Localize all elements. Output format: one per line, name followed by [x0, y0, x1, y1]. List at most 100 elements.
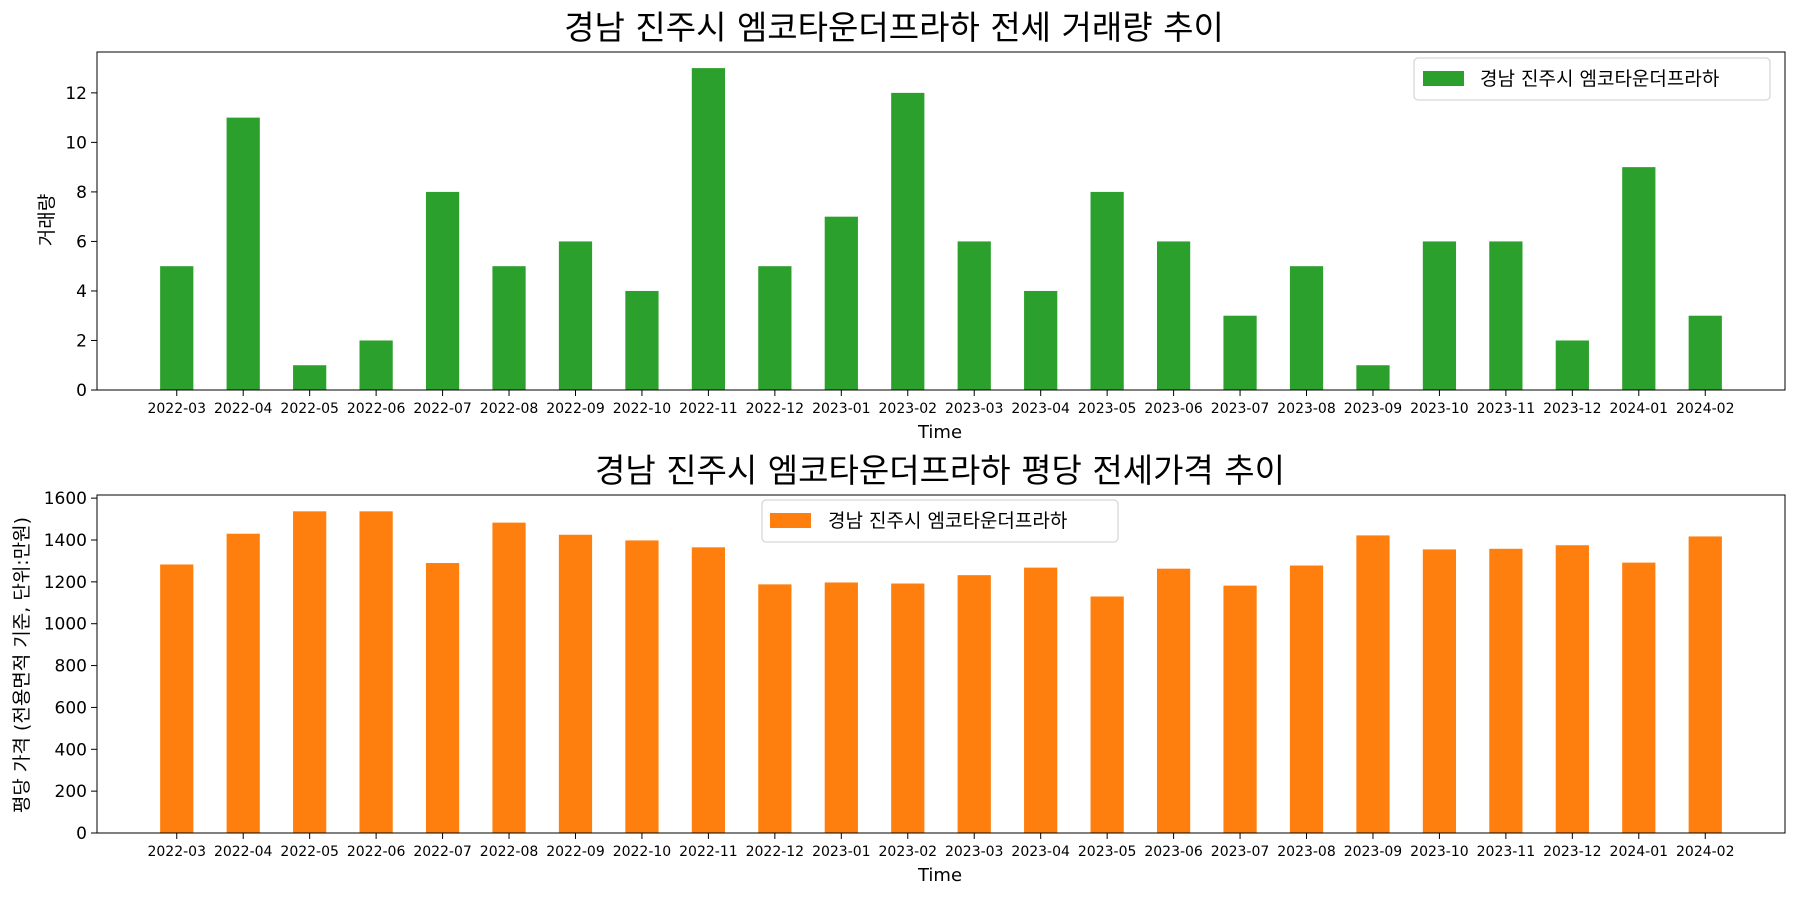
x-tick-label: 2023-09 [1344, 844, 1403, 860]
bar [492, 266, 526, 390]
x-tick-label: 2022-06 [347, 401, 406, 417]
x-tick-label: 2023-03 [945, 401, 1004, 417]
legend: 경남 진주시 엠코타운더프라하 [761, 499, 1119, 543]
y-tick-label: 1600 [44, 489, 87, 509]
bar [1090, 191, 1124, 390]
y-tick-label: 0 [76, 824, 87, 844]
bar [425, 563, 460, 833]
bar [1555, 545, 1589, 833]
plot-frame [96, 51, 1786, 391]
y-tick-label: 4 [76, 282, 87, 302]
x-tick-label: 2024-01 [1610, 844, 1669, 860]
bar [1422, 241, 1457, 390]
x-axis-label: Time [917, 422, 962, 443]
bar [824, 582, 858, 833]
x-tick-label: 2022-03 [147, 401, 206, 417]
y-tick-label: 1000 [44, 615, 87, 635]
bar [1223, 585, 1257, 833]
legend-label: 경남 진주시 엠코타운더프라하 [828, 510, 1067, 532]
x-tick-label: 2023-12 [1543, 844, 1602, 860]
bar [1156, 241, 1191, 390]
x-tick-label: 2022-07 [413, 844, 472, 860]
y-tick-label: 8 [76, 183, 87, 203]
y-axis-ticks: 0 2 4 6 8 10 12 [65, 84, 97, 401]
bar [160, 564, 194, 833]
bar [1688, 315, 1722, 390]
x-tick-label: 2022-04 [214, 401, 273, 417]
x-tick-label: 2023-08 [1277, 844, 1336, 860]
bar [758, 584, 792, 833]
x-tick-label: 2023-04 [1011, 844, 1070, 860]
x-tick-label: 2024-01 [1610, 401, 1669, 417]
x-tick-label: 2023-02 [879, 401, 938, 417]
x-tick-label: 2022-12 [746, 844, 805, 860]
y-tick-label: 6 [76, 232, 87, 252]
y-tick-label: 12 [65, 84, 87, 104]
bar [226, 533, 260, 833]
bar [691, 547, 726, 833]
x-tick-label: 2023-09 [1344, 401, 1403, 417]
bar [758, 266, 792, 390]
bar [1090, 596, 1124, 833]
bar [1622, 562, 1656, 833]
bar [1356, 535, 1390, 833]
y-axis-label: 거래량 [36, 194, 58, 246]
y-tick-label: 0 [76, 381, 87, 401]
y-axis-label: 평당 가격 (전용면적 기준, 단위:만원) [11, 517, 33, 813]
x-tick-label: 2022-05 [280, 401, 339, 417]
y-tick-label: 400 [55, 740, 87, 760]
legend-swatch [1423, 71, 1464, 86]
x-tick-label: 2022-08 [480, 844, 539, 860]
bar [1555, 340, 1589, 390]
x-tick-label: 2023-06 [1144, 844, 1203, 860]
bar [1489, 548, 1523, 833]
legend: 경남 진주시 엠코타운더프라하 [1413, 57, 1771, 101]
bar [293, 511, 327, 833]
x-tick-label: 2023-12 [1543, 401, 1602, 417]
bar [957, 575, 991, 833]
bar [359, 340, 393, 390]
bar [625, 540, 659, 833]
y-tick-label: 1200 [44, 573, 87, 593]
x-tick-label: 2023-01 [812, 401, 871, 417]
plot-frame [96, 494, 1786, 834]
x-tick-label: 2023-11 [1477, 844, 1536, 860]
chart-title: 경남 진주시 엠코타운더프라하 전세 거래량 추이 [564, 8, 1224, 47]
bar [1156, 568, 1191, 833]
bar [160, 266, 194, 390]
bar [1289, 266, 1324, 390]
legend-box [761, 499, 1119, 543]
bar [1356, 365, 1390, 390]
bar [625, 290, 659, 390]
bar [558, 534, 593, 833]
x-tick-label: 2023-11 [1477, 401, 1536, 417]
y-tick-label: 1400 [44, 531, 87, 551]
bar [425, 191, 460, 390]
bar [1223, 315, 1257, 390]
legend-label: 경남 진주시 엠코타운더프라하 [1480, 68, 1719, 90]
chart-price: 경남 진주시 엠코타운더프라하 평당 전세가격 추이 0 200 400 600 800… [11, 451, 1786, 886]
x-tick-label: 2022-05 [280, 844, 339, 860]
x-tick-label: 2023-04 [1011, 401, 1070, 417]
bar [891, 583, 925, 833]
x-tick-label: 2023-02 [879, 844, 938, 860]
x-tick-label: 2023-07 [1211, 844, 1270, 860]
x-tick-label: 2023-03 [945, 844, 1004, 860]
chart-volume: 경남 진주시 엠코타운더프라하 전세 거래량 추이 0 2 4 6 8 10 12 2022… [36, 8, 1786, 443]
x-tick-label: 2022-07 [413, 401, 472, 417]
x-tick-label: 2022-11 [679, 844, 738, 860]
bar [293, 365, 327, 390]
x-tick-label: 2023-08 [1277, 401, 1336, 417]
bar [1489, 241, 1523, 390]
x-tick-label: 2022-04 [214, 844, 273, 860]
bar [891, 92, 925, 391]
bar [226, 117, 260, 391]
x-tick-label: 2023-07 [1211, 401, 1270, 417]
y-tick-label: 600 [55, 698, 87, 718]
x-tick-label: 2023-05 [1078, 401, 1137, 417]
x-axis-ticks: 2022-03 2022-04 2022-05 2022-06 2022-07 2022-… [147, 390, 1735, 417]
x-tick-label: 2022-12 [746, 401, 805, 417]
x-tick-label: 2023-01 [812, 844, 871, 860]
bar [957, 241, 991, 390]
